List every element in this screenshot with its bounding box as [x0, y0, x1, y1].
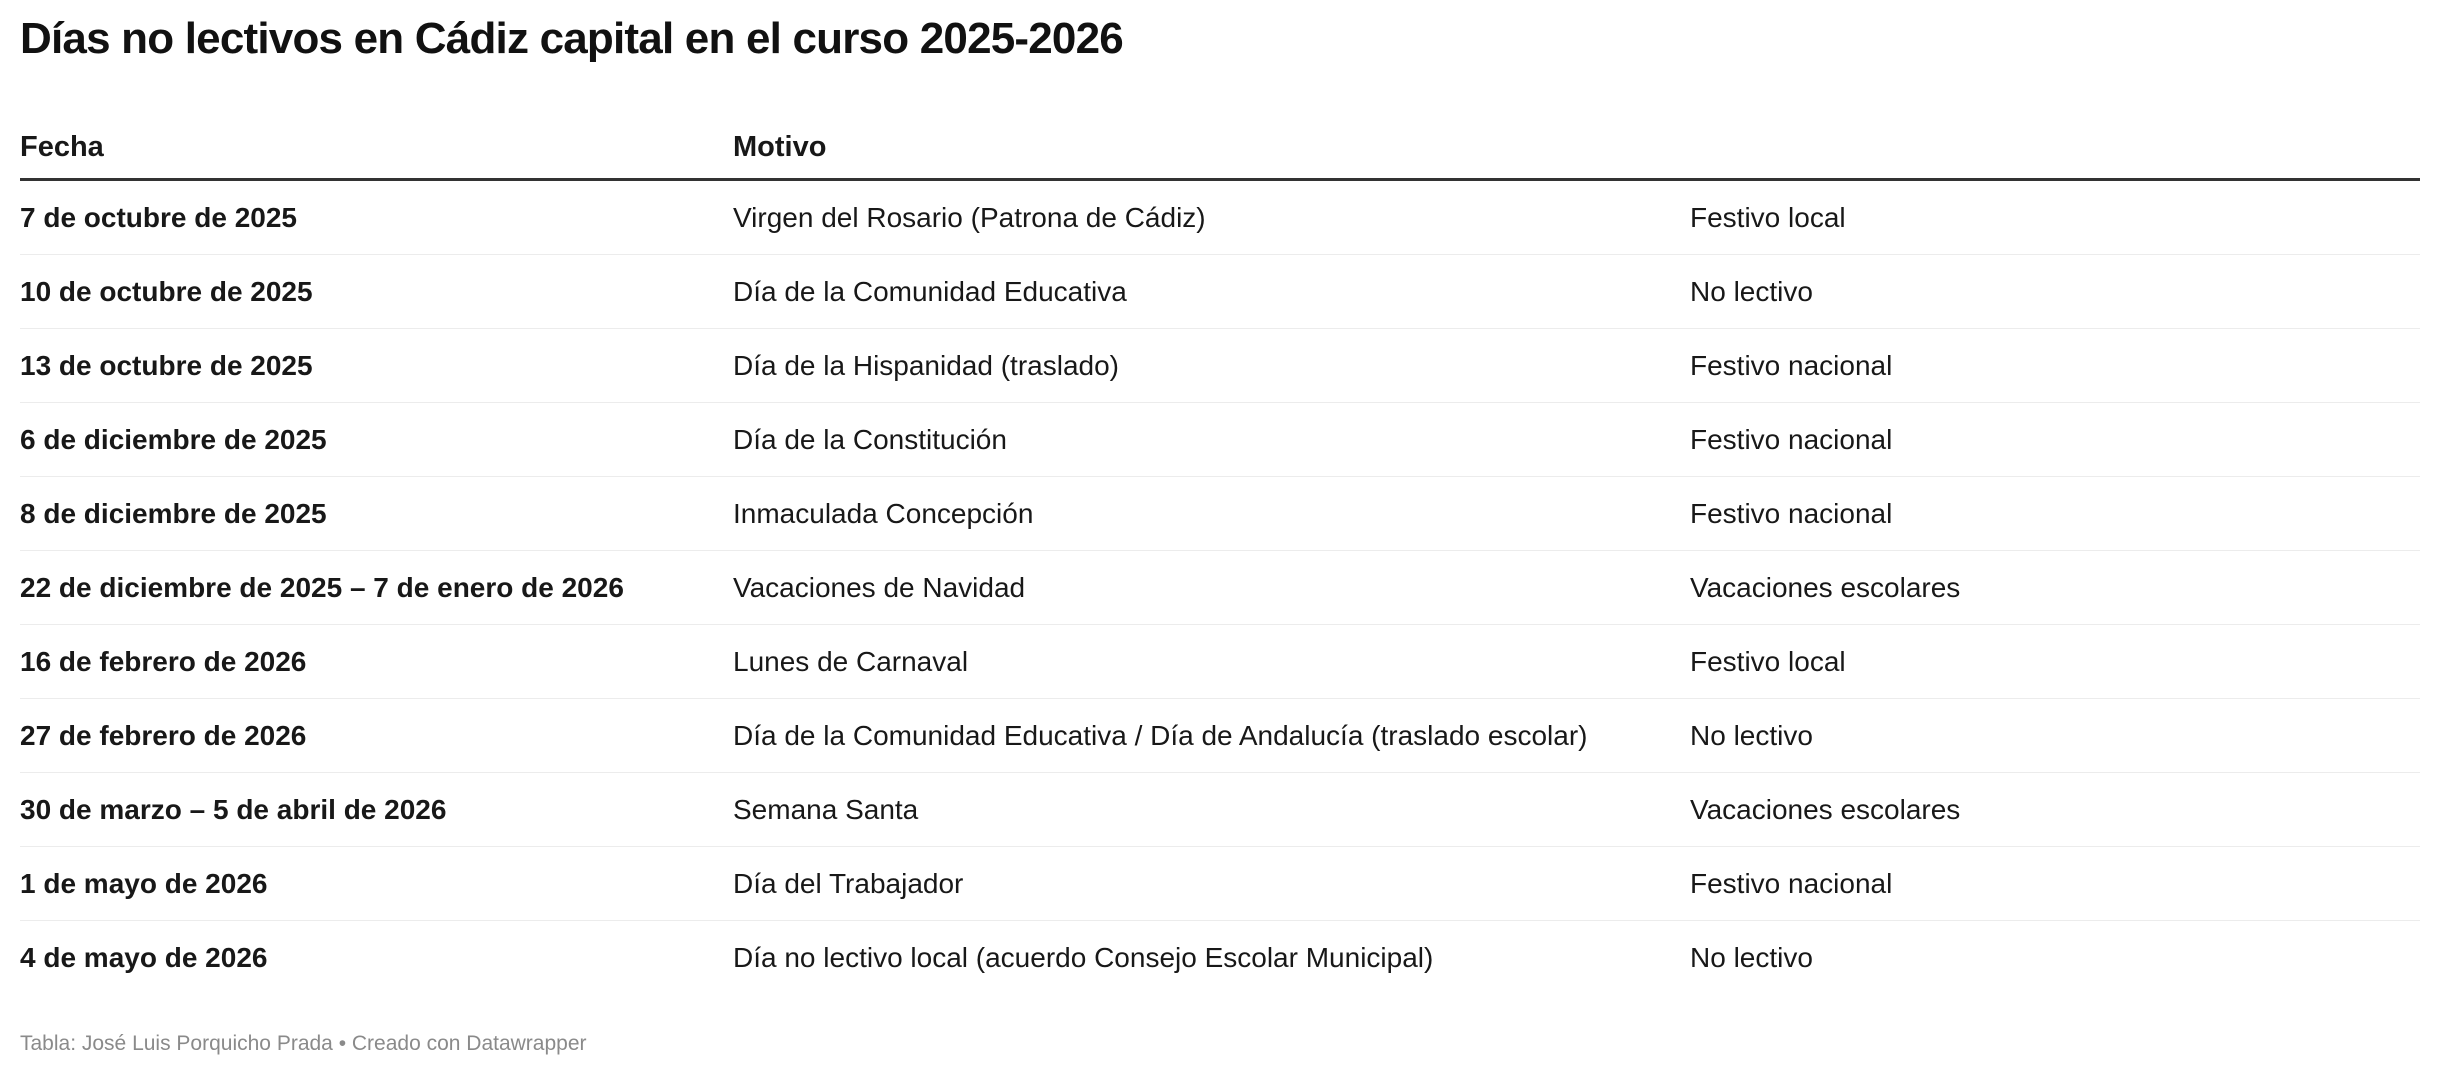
cell-fecha: 10 de octubre de 2025: [20, 254, 733, 329]
table-row: 7 de octubre de 2025 Virgen del Rosario (…: [20, 179, 2420, 255]
table-row: 30 de marzo – 5 de abril de 2026 Semana S…: [20, 772, 2420, 847]
cell-motivo: Inmaculada Concepción: [733, 476, 1690, 551]
cell-fecha: 7 de octubre de 2025: [20, 179, 733, 255]
cell-motivo: Día de la Comunidad Educativa: [733, 254, 1690, 329]
cell-fecha: 4 de mayo de 2026: [20, 941, 268, 973]
header-tipo[interactable]: [1690, 116, 2420, 181]
cell-fecha: 30 de marzo – 5 de abril de 2026: [20, 772, 733, 847]
cell-fecha: 13 de octubre de 2025: [20, 328, 733, 403]
cell-tipo: No lectivo: [1690, 698, 2420, 773]
cell-fecha: 16 de febrero de 2026: [20, 624, 733, 699]
cell-tipo: Festivo local: [1690, 179, 2420, 255]
cell-fecha: 27 de febrero de 2026: [20, 698, 733, 773]
cell-motivo: Lunes de Carnaval: [733, 624, 1690, 699]
table-row: 16 de febrero de 2026 Lunes de Carnaval Fe…: [20, 624, 2420, 699]
table-row: 6 de diciembre de 2025 Día de la Constitu…: [20, 402, 2420, 477]
cell-fecha: 8 de diciembre de 2025: [20, 476, 733, 551]
cell-motivo: Día del Trabajador: [733, 846, 1690, 921]
cell-tipo: Festivo nacional: [1690, 402, 2420, 477]
cell-fecha: 6 de diciembre de 2025: [20, 402, 733, 477]
cell-fecha: 1 de mayo de 2026: [20, 846, 733, 921]
cell-fecha: 22 de diciembre de 2025 – 7 de enero de …: [20, 550, 733, 625]
cell-motivo: Día no lectivo local (acuerdo Consejo Es…: [733, 941, 1434, 973]
cell-tipo: No lectivo: [1690, 941, 1813, 973]
table-row: 1 de mayo de 2026 Día del Trabajador Festi…: [20, 846, 2420, 921]
cell-motivo: Día de la Constitución: [733, 402, 1690, 477]
table-row: 13 de octubre de 2025 Día de la Hispanida…: [20, 328, 2420, 403]
cell-tipo: Vacaciones escolares: [1690, 550, 2420, 625]
table-row: 10 de octubre de 2025 Día de la Comunidad…: [20, 254, 2420, 329]
cell-motivo: Día de la Hispanidad (traslado): [733, 328, 1690, 403]
table-row: 8 de diciembre de 2025 Inmaculada Concepc…: [20, 476, 2420, 551]
cell-tipo: Festivo local: [1690, 624, 2420, 699]
table-row: 4 de mayo de 2026 Día no lectivo local (a…: [20, 921, 2420, 995]
cell-tipo: Vacaciones escolares: [1690, 772, 2420, 847]
table-row: 27 de febrero de 2026 Día de la Comunidad…: [20, 698, 2420, 773]
cell-motivo: Semana Santa: [733, 772, 1690, 847]
cell-tipo: No lectivo: [1690, 254, 2420, 329]
cell-tipo: Festivo nacional: [1690, 476, 2420, 551]
cell-motivo: Virgen del Rosario (Patrona de Cádiz): [733, 179, 1690, 255]
header-motivo[interactable]: Motivo: [733, 116, 1690, 181]
cell-tipo: Festivo nacional: [1690, 328, 2420, 403]
holidays-table: Fecha Motivo 7 de octubre de 2025 Virgen …: [20, 116, 2420, 994]
table-header-row: Fecha Motivo: [20, 116, 2420, 181]
cell-tipo: Festivo nacional: [1690, 846, 2420, 921]
table-row: 22 de diciembre de 2025 – 7 de enero de …: [20, 550, 2420, 625]
header-fecha[interactable]: Fecha: [20, 116, 733, 181]
cell-motivo: Día de la Comunidad Educativa / Día de A…: [733, 698, 1690, 773]
page-title: Días no lectivos en Cádiz capital en el …: [20, 14, 1124, 63]
footer-credit: Tabla: José Luis Porquicho Prada • Cread…: [20, 1032, 587, 1055]
cell-motivo: Vacaciones de Navidad: [733, 550, 1690, 625]
